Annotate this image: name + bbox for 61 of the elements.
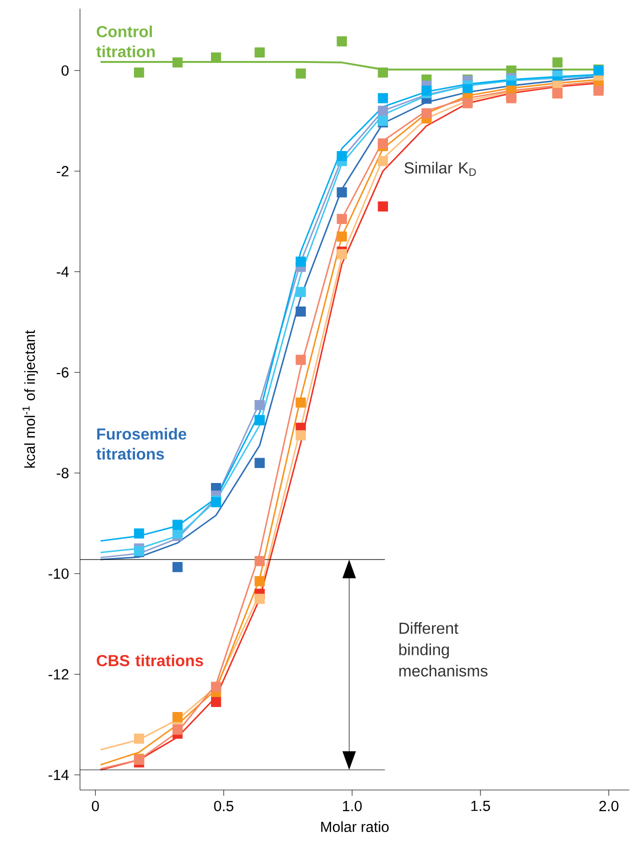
point: [254, 47, 265, 58]
point: [254, 400, 265, 410]
point: [378, 156, 388, 166]
x-tick-label: 0.5: [214, 800, 234, 812]
y-axis-title: kcal mol$^{-1}$ of injectant: [22, 330, 38, 468]
point: [593, 86, 604, 96]
point: [336, 214, 347, 224]
y-tick-label: -12: [48, 669, 68, 680]
point: [210, 682, 222, 692]
point: [506, 93, 516, 104]
point: [296, 256, 306, 267]
point: [336, 36, 347, 46]
y-tick-label: 0: [62, 65, 69, 76]
x-tick-label: 2.0: [599, 800, 618, 812]
point: [210, 696, 222, 708]
point: [296, 286, 306, 297]
point: [552, 57, 563, 68]
point: [296, 306, 306, 317]
point: [172, 57, 183, 68]
text: Furosemide titrations: [96, 428, 186, 460]
point: [172, 562, 183, 572]
x-tick-label: 1.5: [471, 800, 490, 812]
point: [254, 576, 265, 586]
point: [421, 86, 432, 96]
x-tick-label: 0: [92, 800, 99, 812]
point: [296, 354, 306, 365]
y-tick-label: -8: [56, 468, 69, 478]
point: [134, 528, 144, 538]
point: [296, 430, 306, 440]
x-tick-label: 1.0: [343, 800, 362, 812]
y-tick-label: -4: [56, 266, 69, 277]
point: [254, 594, 265, 604]
point: [336, 187, 347, 198]
point: [421, 108, 432, 118]
point: [254, 556, 265, 566]
y-tick-label: -6: [56, 367, 69, 378]
annotation: Different binding mechanisms: [399, 622, 488, 677]
point: [336, 151, 347, 162]
point: [336, 231, 347, 242]
point: [172, 520, 183, 530]
point: [378, 106, 388, 116]
point: [254, 458, 265, 468]
point: [172, 724, 183, 735]
y-tick-label: -10: [48, 568, 69, 579]
point: [134, 734, 144, 744]
series-label: Control titration: [96, 26, 155, 58]
point: [378, 201, 388, 212]
point: [378, 67, 388, 78]
point: [462, 98, 473, 108]
x-axis-title: Molar ratio: [321, 821, 389, 832]
point: [336, 249, 347, 260]
y-tick-label: -14: [48, 770, 69, 780]
point: [172, 712, 183, 722]
point: [378, 93, 388, 104]
point: [378, 138, 388, 149]
point: [296, 398, 306, 408]
point: [134, 67, 144, 78]
point: [296, 68, 306, 79]
y-tick-label: -2: [56, 166, 68, 176]
annotation: Similar K$_{D}$: [404, 162, 476, 176]
series-label: CBS titrations: [96, 654, 204, 666]
